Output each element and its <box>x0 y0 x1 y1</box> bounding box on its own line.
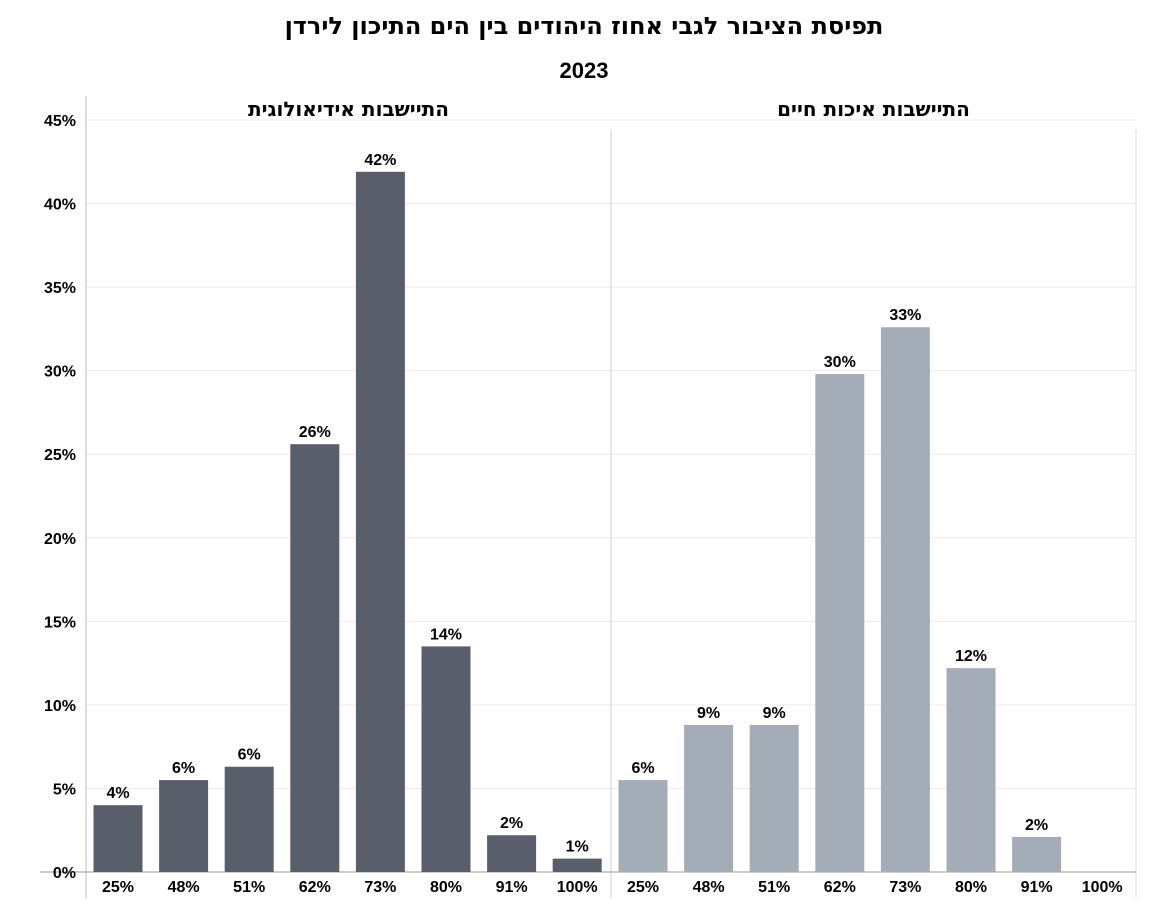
chart-subtitle: 2023 <box>559 58 609 83</box>
y-tick-label: 40% <box>44 197 76 214</box>
x-tick-label: 91% <box>1021 879 1053 896</box>
bar <box>880 327 930 872</box>
data-label: 9% <box>697 705 720 722</box>
data-label: 12% <box>955 648 987 665</box>
bar <box>815 374 865 872</box>
data-label: 26% <box>299 424 331 441</box>
bar <box>552 858 602 872</box>
data-label: 4% <box>106 785 129 802</box>
data-label: 9% <box>763 705 786 722</box>
x-tick-label: 80% <box>430 879 462 896</box>
data-label: 1% <box>566 839 589 856</box>
bar <box>487 835 537 872</box>
data-label: 14% <box>430 626 462 643</box>
x-tick-label: 51% <box>233 879 265 896</box>
y-tick-label: 5% <box>53 781 76 798</box>
x-tick-label: 100% <box>1082 879 1123 896</box>
bar <box>421 646 471 872</box>
data-label: 6% <box>172 760 195 777</box>
x-tick-label: 51% <box>758 879 790 896</box>
x-tick-label: 73% <box>889 879 921 896</box>
bar <box>93 805 143 872</box>
y-tick-label: 0% <box>53 865 76 882</box>
data-label: 2% <box>500 815 523 832</box>
chart-title: תפיסת הציבור לגבי אחוז היהודים בין הים ה… <box>284 12 884 40</box>
data-label: 33% <box>889 307 921 324</box>
bar <box>290 444 340 872</box>
bar <box>946 668 996 872</box>
bar <box>1012 836 1062 872</box>
data-label: 42% <box>364 152 396 169</box>
data-label: 6% <box>631 760 654 777</box>
x-tick-label: 25% <box>102 879 134 896</box>
x-tick-label: 91% <box>496 879 528 896</box>
data-label: 6% <box>238 747 261 764</box>
x-tick-label: 100% <box>557 879 598 896</box>
bar <box>355 171 405 872</box>
x-tick-label: 80% <box>955 879 987 896</box>
x-tick-label: 48% <box>168 879 200 896</box>
x-tick-label: 48% <box>693 879 725 896</box>
bar <box>749 724 799 872</box>
y-tick-label: 20% <box>44 531 76 548</box>
data-label: 30% <box>824 354 856 371</box>
x-tick-label: 25% <box>627 879 659 896</box>
y-tick-label: 15% <box>44 614 76 631</box>
y-tick-label: 35% <box>44 280 76 297</box>
panel-title: התיישבות אידיאולוגית <box>248 97 449 121</box>
y-tick-label: 30% <box>44 364 76 381</box>
x-tick-label: 62% <box>824 879 856 896</box>
y-tick-label: 25% <box>44 447 76 464</box>
bar <box>618 780 668 872</box>
bar <box>159 780 209 872</box>
x-tick-label: 62% <box>299 879 331 896</box>
y-tick-label: 45% <box>44 113 76 130</box>
x-tick-label: 73% <box>364 879 396 896</box>
bar <box>224 766 274 872</box>
data-label: 2% <box>1025 817 1048 834</box>
panel-title: התיישבות איכות חיים <box>777 97 970 121</box>
bar <box>684 724 734 872</box>
y-tick-label: 10% <box>44 698 76 715</box>
